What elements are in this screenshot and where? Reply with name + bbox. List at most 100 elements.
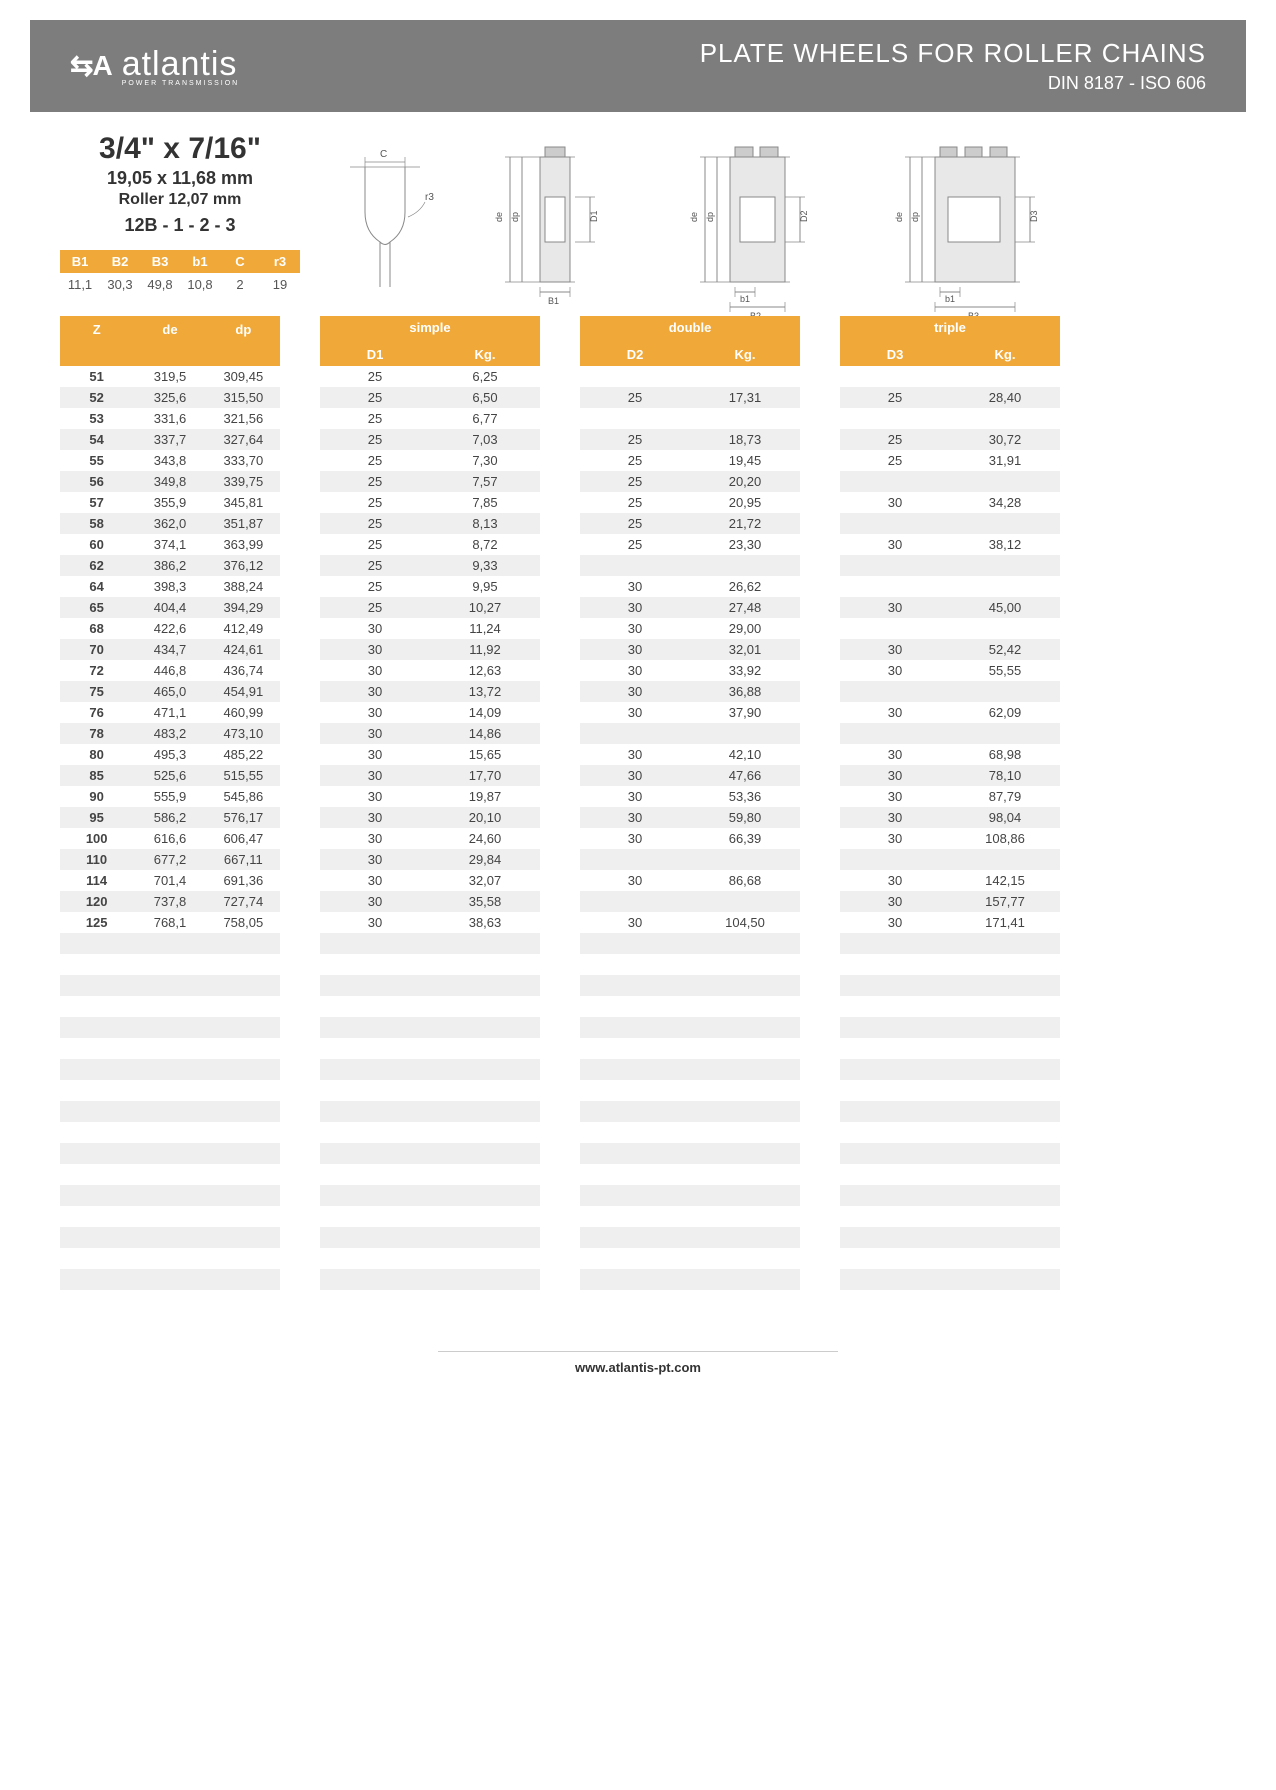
- col-z: Z: [60, 316, 133, 343]
- svg-text:D2: D2: [799, 210, 809, 222]
- svg-text:D3: D3: [1029, 210, 1039, 222]
- table-row: 78483,2473,103014,86: [60, 723, 1216, 744]
- table-row: 110677,2667,113029,84: [60, 849, 1216, 870]
- table-row-empty: [60, 1038, 1216, 1059]
- col-dp: dp: [207, 316, 280, 343]
- footer: www.atlantis-pt.com: [438, 1351, 838, 1375]
- dim-value-cell: 19: [260, 277, 300, 292]
- main-table: Z de dp simple double triple D1 Kg. D2 K…: [60, 316, 1216, 1311]
- svg-text:D1: D1: [589, 210, 599, 222]
- table-row-empty: [60, 1206, 1216, 1227]
- table-row-empty: [60, 1269, 1216, 1290]
- page-title: PLATE WHEELS FOR ROLLER CHAINS: [700, 38, 1206, 69]
- footer-url: www.atlantis-pt.com: [575, 1360, 701, 1375]
- table-row: 72446,8436,743012,633033,923055,55: [60, 660, 1216, 681]
- table-row: 52325,6315,50256,502517,312528,40: [60, 387, 1216, 408]
- table-row: 60374,1363,99258,722523,303038,12: [60, 534, 1216, 555]
- logo-subtitle: POWER TRANSMISSION: [122, 80, 240, 87]
- table-row: 64398,3388,24259,953026,62: [60, 576, 1216, 597]
- spec-code: 12B - 1 - 2 - 3: [60, 215, 300, 236]
- table-row-empty: [60, 1164, 1216, 1185]
- col-d2: D2: [580, 343, 690, 366]
- table-row: 85525,6515,553017,703047,663078,10: [60, 765, 1216, 786]
- dim-header-cell: C: [220, 254, 260, 269]
- table-row-empty: [60, 933, 1216, 954]
- svg-text:b1: b1: [945, 294, 955, 304]
- table-row-empty: [60, 996, 1216, 1017]
- svg-text:de: de: [494, 212, 504, 222]
- table-row: 57355,9345,81257,852520,953034,28: [60, 492, 1216, 513]
- table-row-empty: [60, 1017, 1216, 1038]
- table-row: 100616,6606,473024,603066,3930108,86: [60, 828, 1216, 849]
- logo-text: atlantis: [122, 45, 238, 83]
- svg-text:dp: dp: [910, 212, 920, 222]
- col-kg1: Kg.: [430, 343, 540, 366]
- table-row: 95586,2576,173020,103059,803098,04: [60, 807, 1216, 828]
- group-double: double: [580, 316, 800, 343]
- svg-text:C: C: [380, 149, 387, 160]
- table-row-empty: [60, 1143, 1216, 1164]
- table-row-empty: [60, 1080, 1216, 1101]
- svg-text:de: de: [689, 212, 699, 222]
- dim-header-cell: B2: [100, 254, 140, 269]
- col-kg2: Kg.: [690, 343, 800, 366]
- spec-size-metric: 19,05 x 11,68 mm: [60, 168, 300, 189]
- dim-header-cell: r3: [260, 254, 300, 269]
- table-row: 62386,2376,12259,33: [60, 555, 1216, 576]
- table-row: 120737,8727,743035,5830157,77: [60, 891, 1216, 912]
- col-kg3: Kg.: [950, 343, 1060, 366]
- diagrams: C r3: [330, 132, 1216, 292]
- logo: ⇆A atlantis POWER TRANSMISSION: [70, 45, 239, 87]
- col-d3: D3: [840, 343, 950, 366]
- table-row: 56349,8339,75257,572520,20: [60, 471, 1216, 492]
- table-row: 55343,8333,70257,302519,452531,91: [60, 450, 1216, 471]
- dim-value-cell: 30,3: [100, 277, 140, 292]
- table-row-empty: [60, 1122, 1216, 1143]
- table-row: 125768,1758,053038,6330104,5030171,41: [60, 912, 1216, 933]
- table-row: 70434,7424,613011,923032,013052,42: [60, 639, 1216, 660]
- dim-header-cell: b1: [180, 254, 220, 269]
- header-title: PLATE WHEELS FOR ROLLER CHAINS DIN 8187 …: [700, 38, 1206, 94]
- dim-value-cell: 49,8: [140, 277, 180, 292]
- group-triple: triple: [840, 316, 1060, 343]
- spec-text: 3/4" x 7/16" 19,05 x 11,68 mm Roller 12,…: [60, 132, 300, 236]
- table-row-empty: [60, 1059, 1216, 1080]
- col-de: de: [133, 316, 206, 343]
- dim-header-cell: B1: [60, 254, 100, 269]
- table-row-empty: [60, 1227, 1216, 1248]
- table-row: 80495,3485,223015,653042,103068,98: [60, 744, 1216, 765]
- col-d1: D1: [320, 343, 430, 366]
- svg-text:b1: b1: [740, 294, 750, 304]
- table-row: 114701,4691,363032,073086,6830142,15: [60, 870, 1216, 891]
- table-header-groups: Z de dp simple double triple: [60, 316, 1216, 343]
- dim-value-cell: 10,8: [180, 277, 220, 292]
- page-subtitle: DIN 8187 - ISO 606: [700, 73, 1206, 94]
- table-row: 68422,6412,493011,243029,00: [60, 618, 1216, 639]
- diagram-triple: de dp D3 b1 B3: [870, 132, 1080, 292]
- table-row: 58362,0351,87258,132521,72: [60, 513, 1216, 534]
- table-row: 90555,9545,863019,873053,363087,79: [60, 786, 1216, 807]
- table-header-cols: D1 Kg. D2 Kg. D3 Kg.: [60, 343, 1216, 366]
- table-row-empty: [60, 1290, 1216, 1311]
- dim-header-cell: B3: [140, 254, 180, 269]
- table-row-empty: [60, 1185, 1216, 1206]
- spec-row: 3/4" x 7/16" 19,05 x 11,68 mm Roller 12,…: [60, 132, 1216, 296]
- svg-text:de: de: [894, 212, 904, 222]
- table-row: 53331,6321,56256,77: [60, 408, 1216, 429]
- table-row: 65404,4394,292510,273027,483045,00: [60, 597, 1216, 618]
- svg-text:B1: B1: [548, 296, 559, 306]
- table-row-empty: [60, 1101, 1216, 1122]
- svg-text:dp: dp: [705, 212, 715, 222]
- table-row: 54337,7327,64257,032518,732530,72: [60, 429, 1216, 450]
- table-row-empty: [60, 954, 1216, 975]
- table-row: 76471,1460,993014,093037,903062,09: [60, 702, 1216, 723]
- spec-roller: Roller 12,07 mm: [60, 191, 300, 209]
- diagram-tooth-profile: C r3: [330, 132, 450, 292]
- svg-text:r3: r3: [425, 192, 434, 203]
- table-row: 51319,5309,45256,25: [60, 366, 1216, 387]
- spec-size-imperial: 3/4" x 7/16": [60, 132, 300, 166]
- table-row-empty: [60, 1248, 1216, 1269]
- svg-text:dp: dp: [510, 212, 520, 222]
- content: 3/4" x 7/16" 19,05 x 11,68 mm Roller 12,…: [0, 112, 1276, 1311]
- dim-value-cell: 2: [220, 277, 260, 292]
